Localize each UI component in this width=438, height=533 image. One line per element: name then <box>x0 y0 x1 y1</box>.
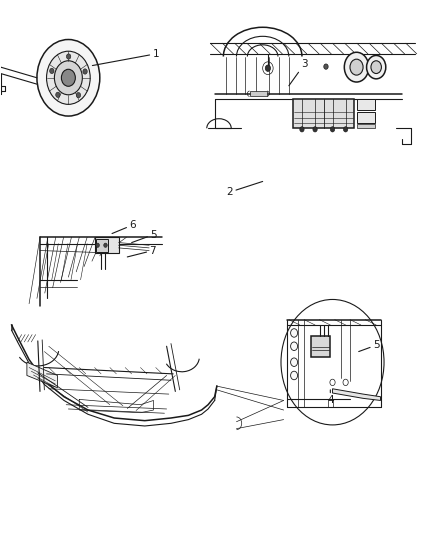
Circle shape <box>290 329 297 337</box>
Text: 3: 3 <box>289 60 307 86</box>
Bar <box>357 99 375 110</box>
Circle shape <box>83 69 87 74</box>
Circle shape <box>67 54 71 59</box>
Circle shape <box>290 371 297 379</box>
Text: 4: 4 <box>327 390 334 406</box>
Circle shape <box>290 342 297 351</box>
Circle shape <box>54 61 82 95</box>
Bar <box>95 237 119 253</box>
Text: 1: 1 <box>92 49 159 66</box>
Text: 6: 6 <box>112 220 136 233</box>
Circle shape <box>367 55 386 79</box>
Circle shape <box>37 39 100 116</box>
Circle shape <box>371 61 381 74</box>
Bar <box>357 124 375 128</box>
Circle shape <box>56 92 60 98</box>
Circle shape <box>344 52 369 82</box>
Circle shape <box>313 127 317 132</box>
Circle shape <box>61 69 75 86</box>
Circle shape <box>96 243 99 247</box>
Text: 2: 2 <box>226 181 263 197</box>
Circle shape <box>265 65 271 71</box>
Bar <box>311 336 330 357</box>
Polygon shape <box>27 362 57 387</box>
Circle shape <box>324 64 328 69</box>
Text: 7: 7 <box>127 246 156 257</box>
Bar <box>357 112 375 123</box>
Circle shape <box>343 127 348 132</box>
Polygon shape <box>250 91 267 96</box>
Circle shape <box>104 243 107 247</box>
Circle shape <box>49 68 54 74</box>
Text: 5: 5 <box>359 340 379 352</box>
Circle shape <box>46 51 90 104</box>
Circle shape <box>76 93 81 98</box>
Circle shape <box>350 59 363 75</box>
Circle shape <box>330 127 335 132</box>
Polygon shape <box>332 389 381 400</box>
Circle shape <box>290 358 297 367</box>
Circle shape <box>300 127 304 132</box>
Bar <box>96 239 108 252</box>
Text: 5: 5 <box>132 230 157 243</box>
Bar <box>293 99 354 128</box>
